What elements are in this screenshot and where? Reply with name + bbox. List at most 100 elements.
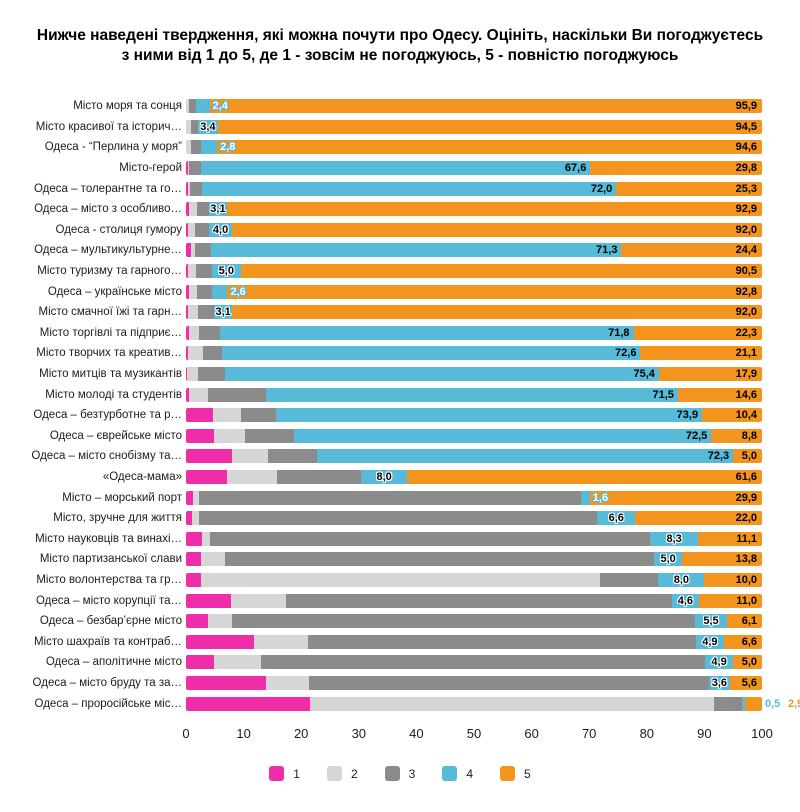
bar-row: Одеса – єврейське місто 72,5 8,8 [8, 426, 762, 447]
segment-5 [726, 614, 762, 629]
segment-5 [232, 222, 762, 237]
segment-3 [197, 367, 225, 382]
segment-5 [240, 264, 762, 279]
bar-track: 72,3 5,0 [186, 449, 762, 464]
segment-1 [186, 572, 201, 587]
segment-4 [211, 264, 241, 279]
value-label-5: 6,6 [741, 635, 757, 648]
value-label-4: 3,1 [215, 306, 231, 319]
segment-1 [186, 243, 191, 258]
bar-row: Одеса – місто корупції та… 4,6 11,0 [8, 590, 762, 611]
row-label: Місто волонтерства та гр… [36, 573, 182, 586]
bar-track: 0,5 2,9 [186, 696, 800, 711]
bar-row: Одеса – проросійське міс… 0,5 2,9 [8, 693, 800, 714]
segment-3 [198, 325, 220, 340]
segment-4 [210, 243, 622, 258]
bar-row: Місто торгівлі та підприє… 71,8 22,3 [8, 323, 762, 344]
row-label: Місто моря та сонця [73, 100, 182, 113]
segment-3 [195, 264, 212, 279]
segment-4 [653, 552, 683, 567]
bar-row: Одеса - столиця гумору 4,0 92,0 [8, 220, 762, 241]
bar-clip [186, 696, 762, 711]
bar-track: 71,3 24,4 [186, 243, 762, 258]
segment-3 [232, 614, 696, 629]
segment-1 [186, 531, 202, 546]
x-tick: 70 [581, 726, 597, 741]
bar-clip [186, 222, 762, 237]
row-label: Одеса – єврейське місто [49, 429, 182, 442]
value-label-5: 11,1 [736, 532, 757, 545]
value-label-4: 3,4 [200, 120, 216, 133]
bar-clip [186, 572, 762, 587]
value-label-5: 92,8 [735, 285, 757, 298]
segment-1 [186, 614, 208, 629]
value-label-4: 72,5 [685, 429, 708, 442]
bar-clip [186, 140, 762, 155]
value-label-4: 5,5 [703, 615, 719, 628]
segment-3 [195, 222, 210, 237]
segment-4 [214, 305, 233, 320]
segment-3 [713, 696, 743, 711]
bar-row: Одеса – безбар’єрне місто 5,5 6,1 [8, 611, 762, 632]
bar-track: 5,5 6,1 [186, 614, 762, 629]
x-tick: 10 [236, 726, 251, 741]
row-label: Місто туризму та гарного… [37, 265, 182, 278]
segment-1 [186, 593, 231, 608]
bar-clip [186, 675, 762, 690]
legend-swatch [326, 766, 342, 781]
bar-clip [186, 243, 762, 258]
segment-1 [186, 634, 254, 649]
segment-4 [195, 99, 210, 114]
bar-row: Одеса – мультикультурне… 71,3 24,4 [8, 240, 762, 261]
segment-2 [188, 325, 199, 340]
value-label-5: 94,6 [735, 141, 757, 154]
segment-4 [708, 675, 730, 690]
row-label: Одеса – безбар’єрне місто [39, 615, 182, 628]
bar-clip [186, 264, 762, 279]
bar-row: Місто науковців та винахі… 8,3 11,1 [8, 528, 762, 549]
segment-2 [200, 552, 226, 567]
segment-3 [309, 675, 709, 690]
segment-5 [590, 161, 762, 176]
bar-clip [186, 119, 762, 134]
value-label-4: 4,6 [677, 594, 694, 607]
segment-4 [200, 161, 591, 176]
bar-track: 6,6 22,0 [186, 511, 762, 526]
segment-5 [640, 346, 762, 361]
segment-5 [658, 367, 762, 382]
value-label-4: 4,0 [212, 223, 229, 236]
segment-5 [682, 552, 762, 567]
segment-2 [189, 387, 208, 402]
segment-2 [309, 696, 714, 711]
segment-5 [217, 140, 762, 155]
segment-5 [227, 284, 762, 299]
x-tick: 20 [293, 726, 309, 741]
row-label: Місто митців та музикантів [39, 368, 182, 381]
segment-2 [200, 572, 600, 587]
segment-2 [207, 614, 233, 629]
segment-3 [209, 531, 651, 546]
segment-5 [745, 696, 762, 711]
value-label-5: 14,6 [735, 388, 757, 401]
row-label: Одеса – місто снобізму та… [31, 450, 182, 463]
value-label-4: 71,5 [652, 388, 674, 401]
bar-clip [186, 387, 762, 402]
value-label-4: 2,6 [230, 285, 246, 298]
bar-track: 73,9 10,4 [186, 408, 762, 423]
bar-row: «Одеса-мама» 8,0 61,6 [8, 467, 762, 488]
value-label-4: 8,3 [666, 532, 682, 545]
bar-clip [186, 284, 762, 299]
segment-3 [198, 490, 581, 505]
bar-track: 8,0 10,0 [186, 572, 762, 587]
value-label-5: 92,9 [735, 203, 757, 216]
value-label-4: 5,0 [218, 265, 234, 278]
bar-row: Одеса – аполітичне місто 4,9 5,0 [8, 652, 762, 673]
bar-track: 67,6 29,8 [186, 161, 762, 176]
segment-4 [580, 490, 590, 505]
row-label: Одеса – українське місто [47, 285, 182, 298]
segment-2 [189, 202, 197, 217]
bar-row: Одеса – місто бруду та за… 3,6 5,6 [8, 673, 762, 694]
row-label: Місто, зручне для життя [53, 512, 182, 525]
bar-row: Місто волонтерства та гр… 8,0 10,0 [8, 570, 762, 591]
segment-4 [222, 346, 641, 361]
